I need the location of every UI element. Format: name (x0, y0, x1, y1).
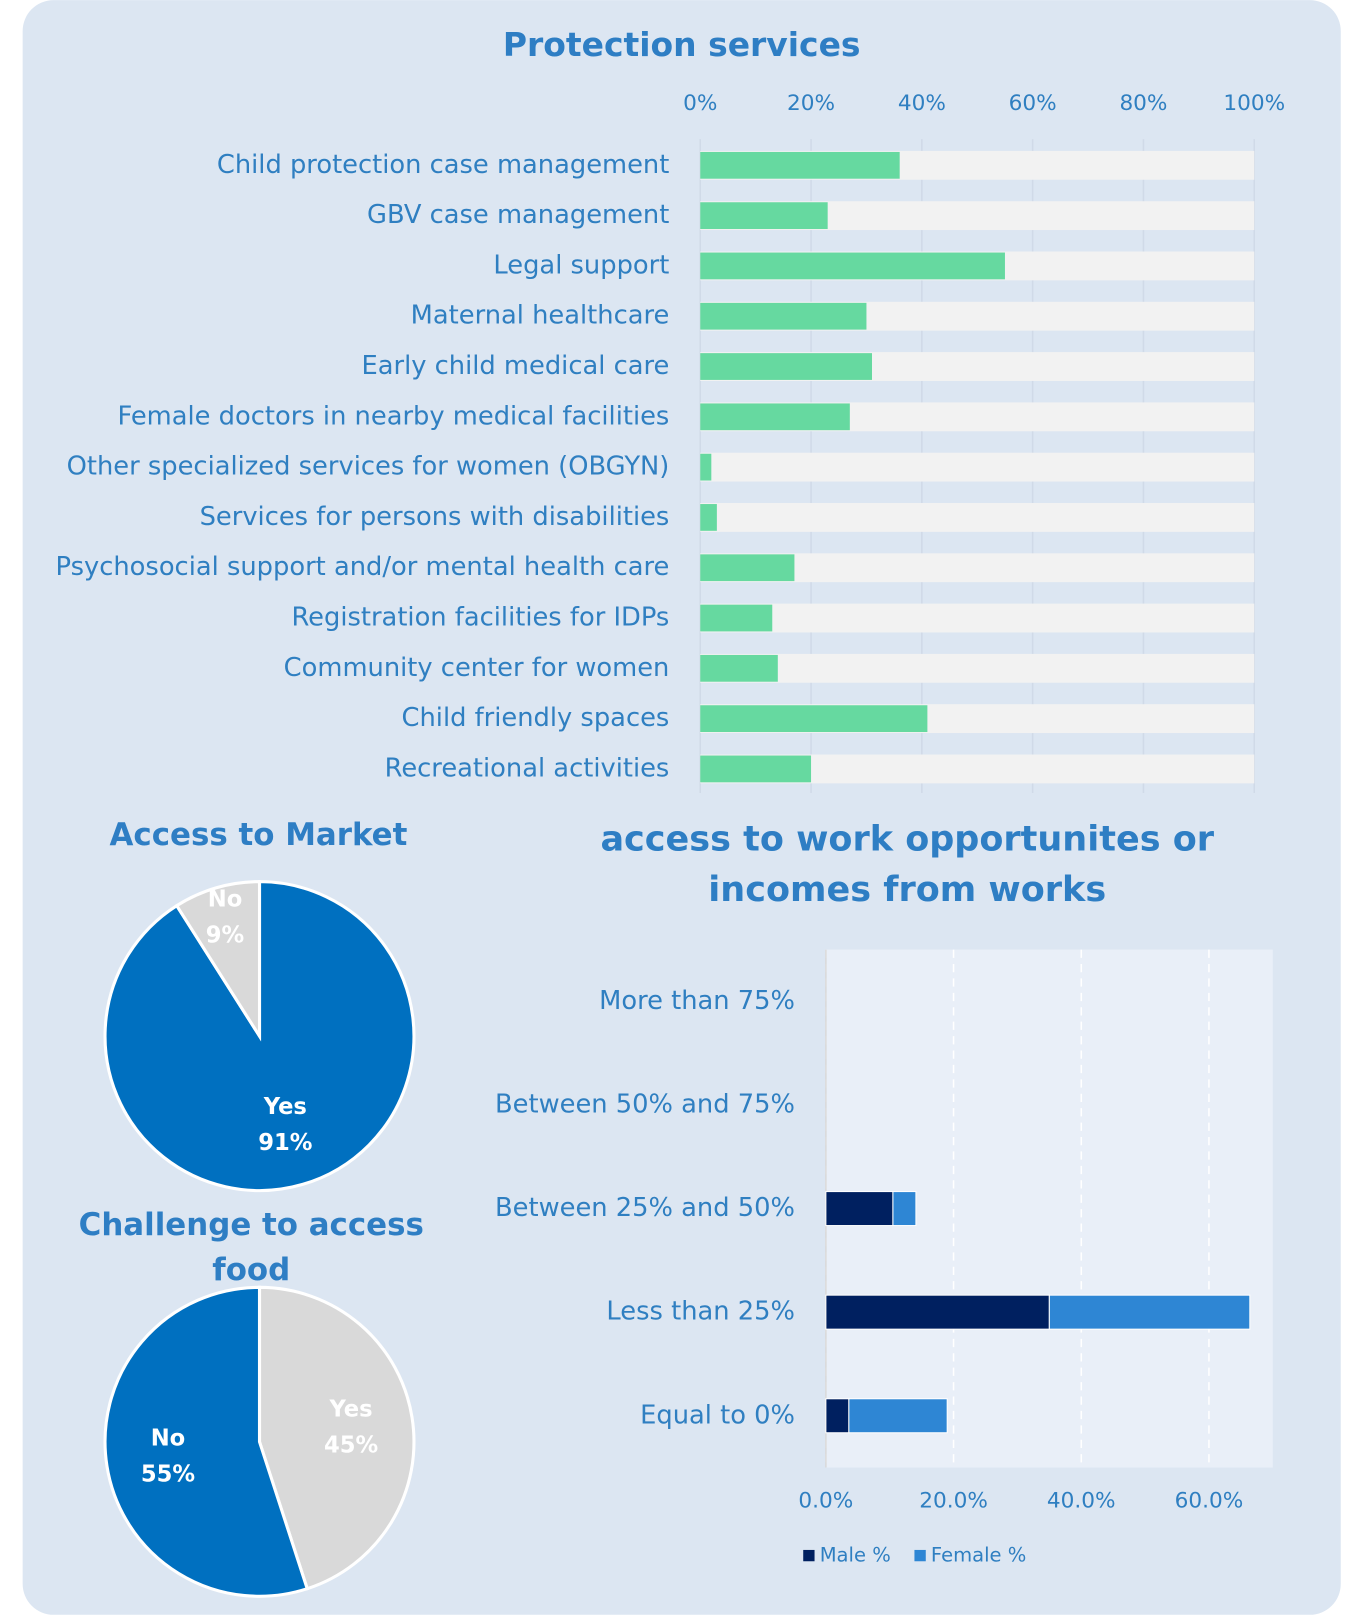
bar-segment (825, 1294, 1050, 1330)
bar-track (700, 603, 1255, 633)
legend-label: Female % (931, 1544, 1026, 1567)
category-label: Other specialized services for women (OB… (67, 452, 670, 482)
slice-label: Yes (263, 1094, 307, 1120)
bar (700, 554, 795, 582)
category-label: Child friendly spaces (402, 703, 670, 733)
slice-label: No (151, 1425, 186, 1451)
x-tick-label: 40.0% (1047, 1489, 1116, 1514)
category-label: Community center for women (284, 653, 670, 683)
chart-title: Challenge to access (79, 1207, 424, 1243)
bar-segment (1048, 1294, 1251, 1330)
bar (700, 202, 828, 230)
x-tick-label: 80% (1119, 91, 1167, 116)
slice-value: 9% (206, 922, 244, 948)
bar-segment (825, 1191, 894, 1227)
category-label: GBV case management (367, 200, 669, 230)
bar (700, 151, 900, 179)
bar (700, 705, 928, 733)
slice-label: Yes (328, 1396, 372, 1422)
slice-value: 91% (258, 1130, 312, 1156)
bar (700, 755, 812, 783)
category-label: Maternal healthcare (411, 301, 670, 331)
bar-track (700, 452, 1255, 482)
bar (700, 403, 850, 431)
bar-track (700, 653, 1255, 683)
pie-slice (257, 1285, 416, 1591)
bar (700, 353, 872, 380)
x-tick-label: 40% (898, 91, 946, 116)
x-tick-label: 60% (1009, 91, 1057, 116)
legend-label: Male % (820, 1544, 891, 1567)
legend-swatch (914, 1549, 926, 1562)
chart-title: food (212, 1252, 290, 1288)
category-label: Less than 25% (606, 1297, 795, 1327)
slice-label: No (208, 886, 243, 912)
bar (700, 252, 1005, 280)
bar-segment (892, 1191, 917, 1227)
bar (700, 654, 778, 682)
pie-slice (103, 1285, 310, 1598)
slice-value: 45% (324, 1432, 378, 1458)
category-label: Between 50% and 75% (495, 1089, 795, 1119)
x-tick-label: 0.0% (798, 1489, 853, 1514)
chart-title: access to work opportunites or (600, 819, 1214, 859)
x-tick-label: 0% (683, 91, 717, 116)
category-label: Services for persons with disabilities (200, 502, 670, 532)
category-label: Equal to 0% (640, 1400, 795, 1430)
slice-value: 55% (141, 1461, 195, 1487)
category-label: Recreational activities (385, 753, 670, 783)
category-label: Child protection case management (217, 150, 669, 180)
pie-slice (174, 880, 262, 1042)
category-label: Legal support (493, 250, 669, 280)
category-label: Registration facilities for IDPs (291, 603, 669, 633)
category-label: Female doctors in nearby medical facilit… (117, 401, 669, 431)
chart-title: Access to Market (110, 817, 408, 853)
legend-swatch (803, 1549, 815, 1562)
category-label: Between 25% and 50% (495, 1193, 795, 1223)
bar (700, 453, 712, 481)
bar-segment (848, 1398, 948, 1434)
x-tick-label: 20.0% (919, 1489, 988, 1514)
x-tick-label: 60.0% (1175, 1489, 1244, 1514)
bar (700, 302, 867, 330)
chart-title: Protection services (503, 25, 861, 64)
category-label: More than 75% (599, 986, 795, 1016)
category-label: Early child medical care (361, 351, 669, 381)
category-label: Psychosocial support and/or mental healt… (56, 552, 670, 582)
chart-title: incomes from works (708, 870, 1106, 910)
x-tick-label: 100% (1223, 91, 1285, 116)
bar-segment (825, 1398, 850, 1434)
bar-track (700, 503, 1255, 532)
x-tick-label: 20% (787, 91, 835, 116)
bar (700, 504, 717, 531)
bar (700, 604, 773, 632)
